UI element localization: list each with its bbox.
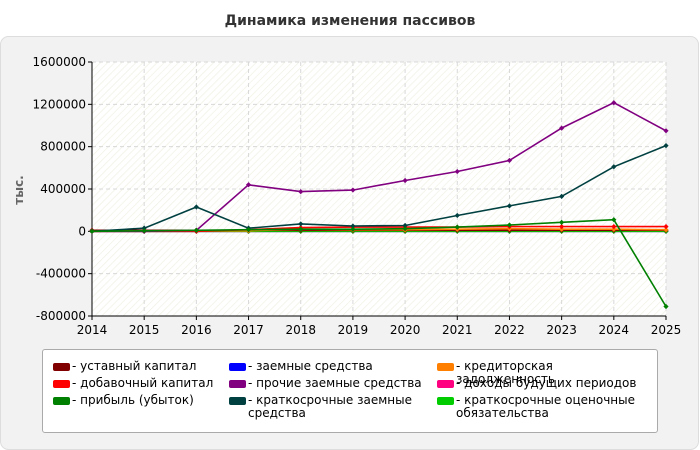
data-point xyxy=(663,223,669,230)
legend-label: - прочие заемные средства xyxy=(248,376,422,390)
x-tick-label: 2021 xyxy=(442,323,473,337)
x-tick-label: 2020 xyxy=(390,323,421,337)
x-tick-label: 2017 xyxy=(233,323,264,337)
x-tick-label: 2015 xyxy=(129,323,160,337)
data-point xyxy=(350,187,356,193)
data-point xyxy=(663,227,669,233)
legend-swatch xyxy=(53,380,70,388)
data-point xyxy=(245,182,252,188)
y-tick-label: 400000 xyxy=(40,182,86,196)
data-point xyxy=(559,193,565,200)
legend-label: - добавочный капитал xyxy=(72,376,214,390)
series-line xyxy=(92,225,666,233)
y-tick-label: 1200000 xyxy=(33,97,86,111)
data-point xyxy=(454,224,460,230)
data-point xyxy=(559,226,565,232)
x-tick-label: 2018 xyxy=(285,323,316,337)
data-point xyxy=(141,228,147,234)
legend-label: - краткосрочные заемные средства xyxy=(248,393,412,420)
legend-swatch xyxy=(229,380,246,388)
y-tick-label: -400000 xyxy=(36,267,86,281)
legend-item: - уставный капитал xyxy=(53,360,253,373)
x-tick-label: 2019 xyxy=(338,323,369,337)
data-point xyxy=(506,222,513,228)
legend-label: - доходы будущих периодов xyxy=(456,376,637,390)
data-point xyxy=(402,177,408,184)
x-tick-label: 2023 xyxy=(546,323,577,337)
chart-title: Динамика изменения пассивов xyxy=(225,13,476,29)
legend-item: - доходы будущих периодов xyxy=(437,377,652,390)
data-point xyxy=(402,222,408,229)
data-point xyxy=(350,226,356,232)
x-tick-label: 2014 xyxy=(77,323,108,337)
series-3 xyxy=(89,217,669,310)
x-tick-label: 2024 xyxy=(599,323,630,337)
legend-item: - прибыль (убыток) xyxy=(53,394,253,407)
legend-item: - кредиторская задолженность xyxy=(437,360,652,386)
data-point xyxy=(663,303,669,310)
data-point xyxy=(506,203,513,209)
data-point xyxy=(454,168,460,175)
x-tick-label: 2025 xyxy=(651,323,682,337)
series-line xyxy=(91,218,667,307)
legend-swatch xyxy=(229,363,246,371)
legend-label: - кредиторская задолженность xyxy=(456,359,555,386)
legend-label: - заемные средства xyxy=(248,359,373,373)
legend-swatch xyxy=(229,397,246,405)
legend-swatch xyxy=(53,397,70,405)
series-line xyxy=(91,144,667,233)
data-point xyxy=(454,212,460,219)
data-point xyxy=(611,164,617,170)
data-point xyxy=(663,128,669,134)
legend-item: - заемные средства xyxy=(229,360,429,373)
y-tick-label: 0 xyxy=(78,224,86,238)
data-point xyxy=(611,223,617,230)
data-point xyxy=(298,189,304,195)
legend: - уставный капитал - добавочный капитал - … xyxy=(42,349,658,433)
legend-item: - краткосрочные оценочные обязательства xyxy=(437,394,652,420)
y-tick-label: 1600000 xyxy=(33,55,86,69)
y-tick-label: 800000 xyxy=(40,140,86,154)
legend-label: - прибыль (убыток) xyxy=(72,393,194,407)
legend-swatch xyxy=(53,363,70,371)
x-tick-label: 2016 xyxy=(181,323,212,337)
data-point xyxy=(298,221,304,227)
legend-label: - уставный капитал xyxy=(72,359,197,373)
y-tick-label: -800000 xyxy=(36,309,86,323)
data-point xyxy=(89,228,95,234)
data-point xyxy=(193,227,199,233)
data-point xyxy=(559,219,565,225)
legend-swatch xyxy=(437,397,454,405)
data-point xyxy=(506,157,513,164)
data-point xyxy=(611,217,617,223)
data-point xyxy=(559,125,565,131)
x-tick-label: 2022 xyxy=(494,323,525,337)
data-point xyxy=(663,143,669,149)
legend-swatch xyxy=(437,363,454,371)
legend-item: - добавочный капитал xyxy=(53,377,253,390)
data-point xyxy=(245,227,252,233)
data-point xyxy=(559,223,565,230)
data-point xyxy=(402,226,408,232)
data-point xyxy=(298,226,304,232)
data-point xyxy=(141,225,147,231)
legend-item: - краткосрочные заемные средства xyxy=(229,394,429,420)
legend-label: - краткосрочные оценочные обязательства xyxy=(456,393,635,420)
data-point xyxy=(611,226,617,232)
data-point xyxy=(193,204,199,210)
y-axis-label: тыс. xyxy=(12,175,26,204)
data-point xyxy=(611,100,617,106)
data-point xyxy=(350,223,356,229)
legend-item: - прочие заемные средства xyxy=(229,377,429,390)
legend-swatch xyxy=(437,380,454,388)
